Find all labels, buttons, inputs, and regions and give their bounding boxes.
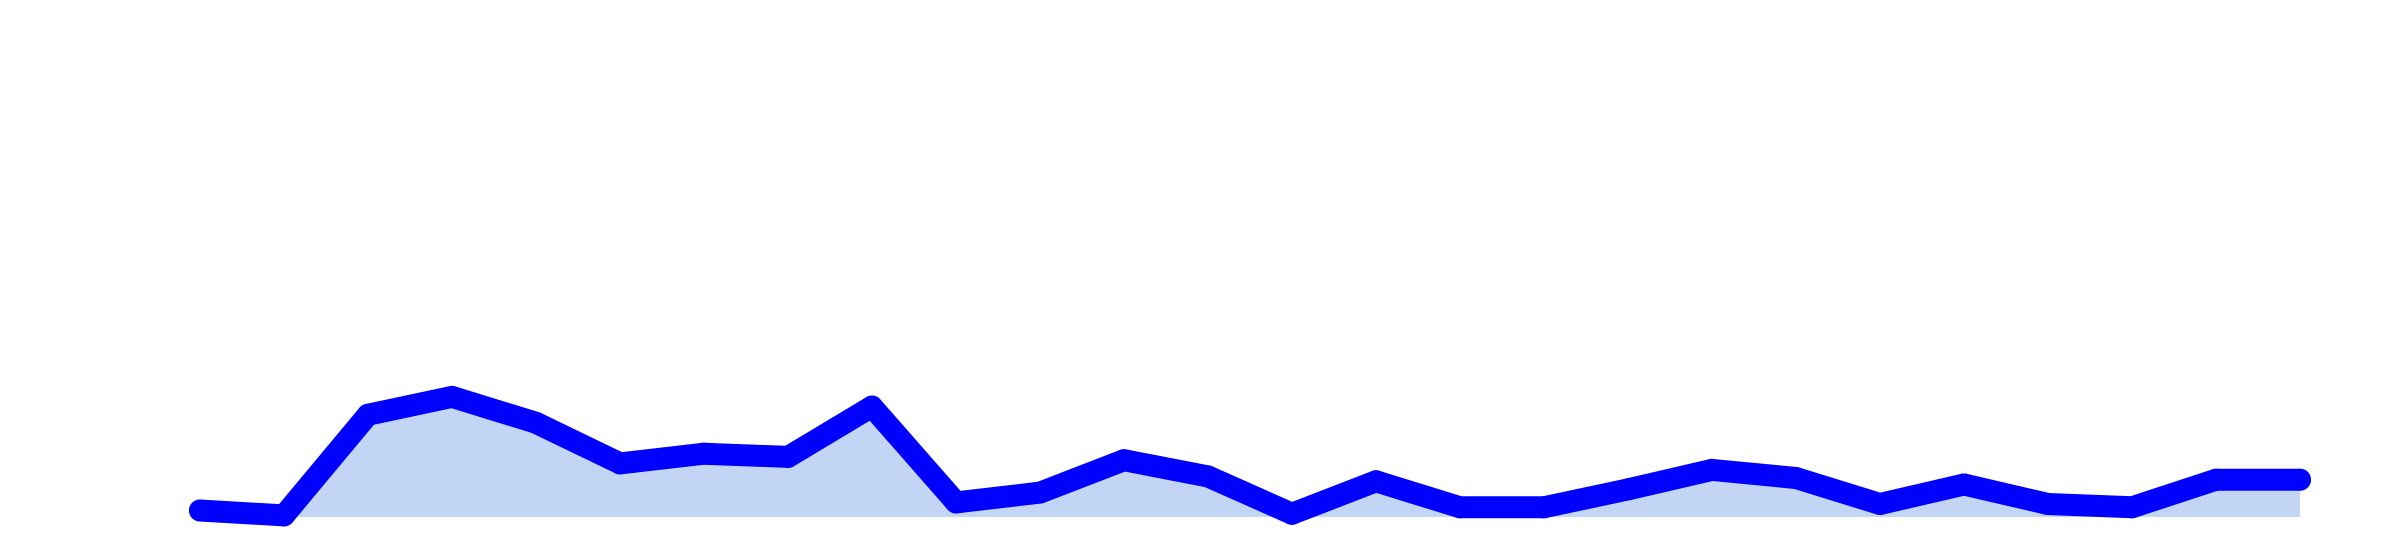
data-point: [1449, 496, 1471, 519]
data-point: [1365, 470, 1387, 493]
data-point: [693, 442, 715, 465]
data-point: [1533, 496, 1555, 519]
line-segment: [1617, 458, 1723, 501]
data-point: [1281, 502, 1303, 525]
line-segment: [189, 499, 295, 527]
data-point: [2205, 468, 2227, 491]
data-point: [1197, 465, 1219, 488]
data-point: [2037, 493, 2059, 515]
line-segment: [609, 442, 715, 475]
line-segment: [693, 442, 799, 468]
data-point: [1029, 481, 1051, 504]
line-segment: [1029, 449, 1135, 504]
line-segment: [357, 385, 463, 426]
line-segment: [945, 481, 1051, 514]
data-point: [1617, 478, 1639, 501]
line-segment: [777, 395, 883, 468]
data-point: [2121, 496, 2143, 519]
data-point: [1953, 473, 1975, 496]
line-segment: [1869, 473, 1975, 515]
line-segment: [1785, 467, 1891, 515]
data-point: [1113, 449, 1135, 472]
line-segment: [2121, 468, 2227, 519]
line-segment: [1701, 458, 1807, 489]
data-point: [777, 445, 799, 468]
data-point: [861, 395, 883, 418]
line-segment: [1533, 478, 1639, 519]
line-segment: [1281, 470, 1387, 525]
line-layer: [189, 385, 2311, 527]
line-segment: [861, 395, 967, 514]
data-point: [525, 411, 547, 434]
data-point: [2289, 468, 2311, 491]
data-point: [1701, 458, 1723, 481]
data-point: [609, 452, 631, 475]
line-segment: [2037, 493, 2143, 519]
data-point: [441, 385, 463, 408]
line-segment: [273, 403, 379, 527]
line-segment: [1365, 470, 1471, 519]
data-point: [273, 504, 295, 527]
line-segment: [1953, 473, 2059, 515]
line-segment: [525, 411, 631, 475]
line-segment: [441, 385, 547, 434]
data-point: [189, 499, 211, 522]
data-point: [357, 403, 379, 426]
data-point: [945, 491, 967, 514]
line-segment: [1197, 465, 1303, 525]
data-point: [1785, 467, 1807, 489]
data-point: [1869, 493, 1891, 515]
line-segment: [1113, 449, 1219, 488]
